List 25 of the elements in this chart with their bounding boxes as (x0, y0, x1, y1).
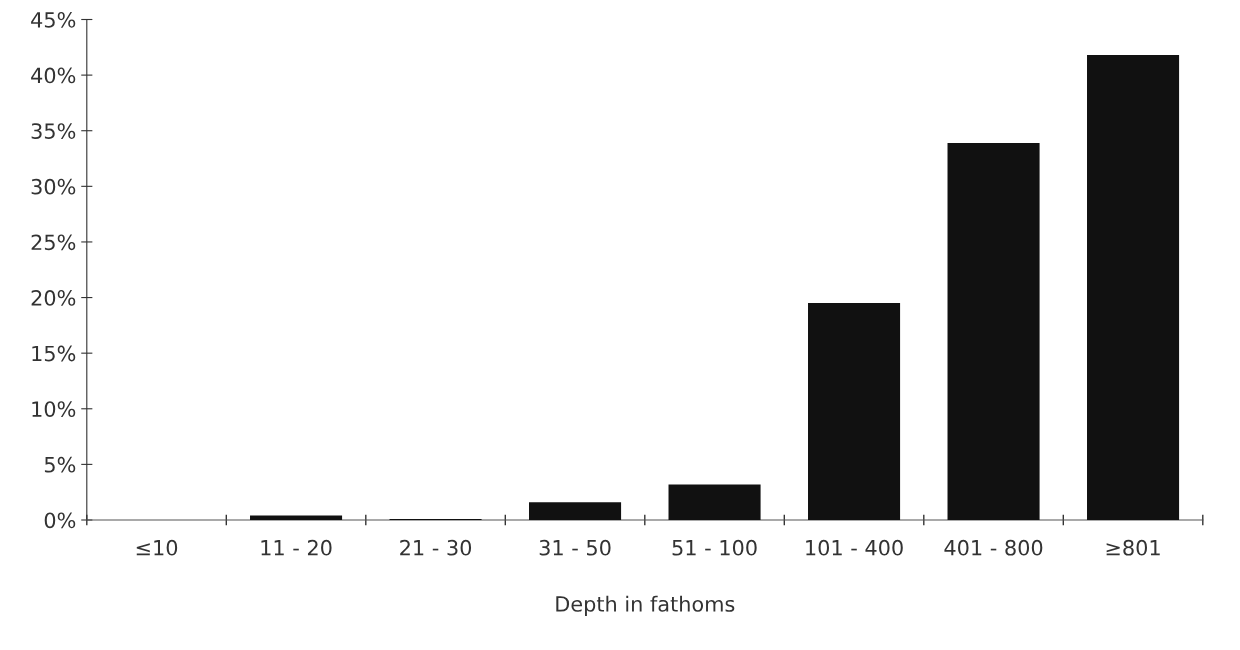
y-tick-label: 45% (31, 11, 76, 28)
y-tick-label: 5% (44, 456, 76, 473)
bar (668, 484, 761, 520)
y-tick-label: 15% (32, 345, 76, 362)
x-tick-label: 11 - 20 (261, 539, 332, 556)
x-tick-label: ≤10 (136, 539, 178, 556)
y-tick-label: 30% (31, 178, 76, 195)
x-axis-title: Depth in fathoms (556, 595, 735, 616)
y-tick-label: 25% (31, 234, 76, 251)
y-tick-label: 0% (44, 512, 76, 529)
x-tick-label: 401 - 800 (944, 539, 1043, 556)
bar (947, 142, 1040, 520)
x-tick-label: 101 - 400 (806, 539, 903, 556)
y-tick-label: 20% (31, 290, 76, 306)
y-tick-label: 40% (31, 67, 76, 84)
bar (1087, 55, 1180, 520)
x-tick-label: 51 - 100 (672, 539, 757, 556)
bar (529, 502, 622, 520)
bar (808, 303, 901, 520)
x-tick-label: 21 - 30 (400, 539, 472, 556)
x-tick-label: 31 - 50 (539, 539, 611, 556)
y-tick-label: 35% (31, 123, 76, 139)
y-tick-label: 10% (32, 401, 76, 417)
bar (250, 515, 343, 520)
x-tick-label: ≥801 (1106, 539, 1160, 556)
